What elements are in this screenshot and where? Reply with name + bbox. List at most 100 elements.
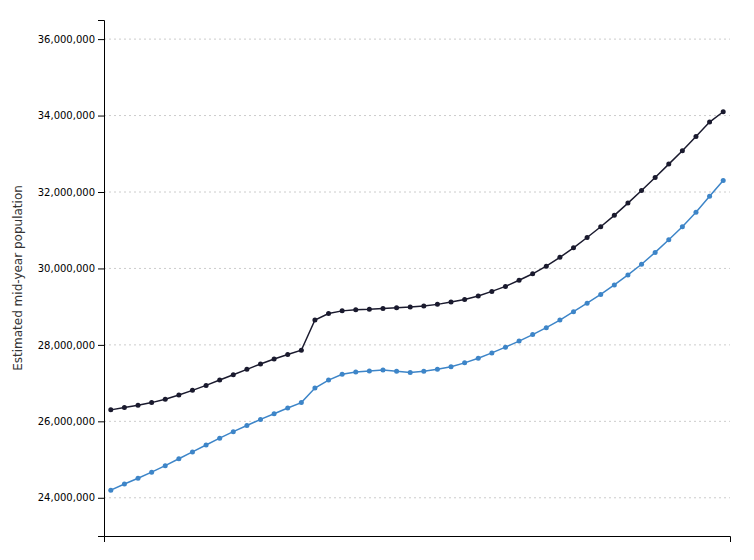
- point: [285, 352, 290, 357]
- point: [394, 369, 399, 374]
- y-tick: 28,000,000: [38, 340, 104, 351]
- point: [585, 301, 590, 306]
- point: [163, 397, 168, 402]
- y-tick-label: 26,000,000: [38, 416, 95, 427]
- y-tick-mark: [98, 498, 104, 499]
- point: [217, 378, 222, 383]
- point: [312, 386, 317, 391]
- point: [449, 300, 454, 305]
- point: [489, 350, 494, 355]
- point: [108, 407, 113, 412]
- y-tick-label: 28,000,000: [38, 340, 95, 351]
- y-tick-label: 32,000,000: [38, 187, 95, 198]
- point: [476, 293, 481, 298]
- point: [408, 305, 413, 310]
- y-tick: 34,000,000: [38, 110, 104, 121]
- point: [353, 307, 358, 312]
- series-points: [108, 178, 725, 493]
- point: [435, 302, 440, 307]
- point: [639, 188, 644, 193]
- grid-line: [104, 39, 730, 40]
- point: [721, 178, 726, 183]
- point: [340, 372, 345, 377]
- y-tick-mark: [98, 345, 104, 346]
- point: [272, 411, 277, 416]
- y-tick-mark: [98, 39, 104, 40]
- point: [421, 303, 426, 308]
- point: [326, 378, 331, 383]
- point: [122, 482, 127, 487]
- point: [503, 345, 508, 350]
- point: [149, 470, 154, 475]
- series-line: [111, 181, 723, 491]
- y-tick-label: 36,000,000: [38, 34, 95, 45]
- y-tick: 24,000,000: [38, 492, 104, 503]
- point: [421, 369, 426, 374]
- point: [449, 364, 454, 369]
- plot-area: [108, 109, 725, 492]
- point: [598, 292, 603, 297]
- point: [612, 282, 617, 287]
- point: [462, 297, 467, 302]
- point: [707, 120, 712, 125]
- grid-line: [104, 192, 730, 193]
- y-tick-mark: [98, 116, 104, 117]
- grid-line: [104, 497, 730, 498]
- point: [571, 245, 576, 250]
- point: [258, 362, 263, 367]
- point: [176, 456, 181, 461]
- point: [693, 134, 698, 139]
- point: [380, 306, 385, 311]
- point: [707, 194, 712, 199]
- point: [244, 367, 249, 372]
- point: [367, 307, 372, 312]
- point: [721, 109, 726, 114]
- y-tick-mark: [98, 268, 104, 269]
- point: [476, 356, 481, 361]
- point: [312, 318, 317, 323]
- y-tick-label: 34,000,000: [38, 110, 95, 121]
- y-tick: 36,000,000: [38, 34, 104, 45]
- point: [231, 429, 236, 434]
- y-tick-mark: [98, 192, 104, 193]
- point: [285, 405, 290, 410]
- point: [462, 360, 467, 365]
- y-axis: 24,000,00026,000,00028,000,00030,000,000…: [38, 21, 105, 537]
- y-axis-title: Estimated mid-year population: [11, 185, 25, 371]
- point: [625, 201, 630, 206]
- point: [503, 284, 508, 289]
- point: [653, 250, 658, 255]
- point: [530, 271, 535, 276]
- point: [544, 264, 549, 269]
- point: [380, 368, 385, 373]
- point: [517, 278, 522, 283]
- point: [136, 476, 141, 481]
- point: [598, 224, 603, 229]
- point: [612, 213, 617, 218]
- point: [557, 255, 562, 260]
- point: [693, 210, 698, 215]
- point: [653, 175, 658, 180]
- grid-line: [104, 421, 730, 422]
- grid-line: [104, 115, 730, 116]
- point: [258, 417, 263, 422]
- y-tick: 32,000,000: [38, 187, 104, 198]
- point: [585, 235, 590, 240]
- point: [394, 305, 399, 310]
- point: [517, 339, 522, 344]
- x-axis: [105, 537, 731, 543]
- point: [122, 405, 127, 410]
- point: [204, 443, 209, 448]
- point: [666, 237, 671, 242]
- point: [163, 463, 168, 468]
- point: [353, 370, 358, 375]
- point: [217, 436, 222, 441]
- x-axis-line: [105, 537, 731, 543]
- y-tick: 26,000,000: [38, 416, 104, 427]
- point: [299, 348, 304, 353]
- point: [272, 357, 277, 362]
- point: [680, 224, 685, 229]
- point: [231, 372, 236, 377]
- grid-line: [104, 344, 730, 345]
- point: [408, 370, 413, 375]
